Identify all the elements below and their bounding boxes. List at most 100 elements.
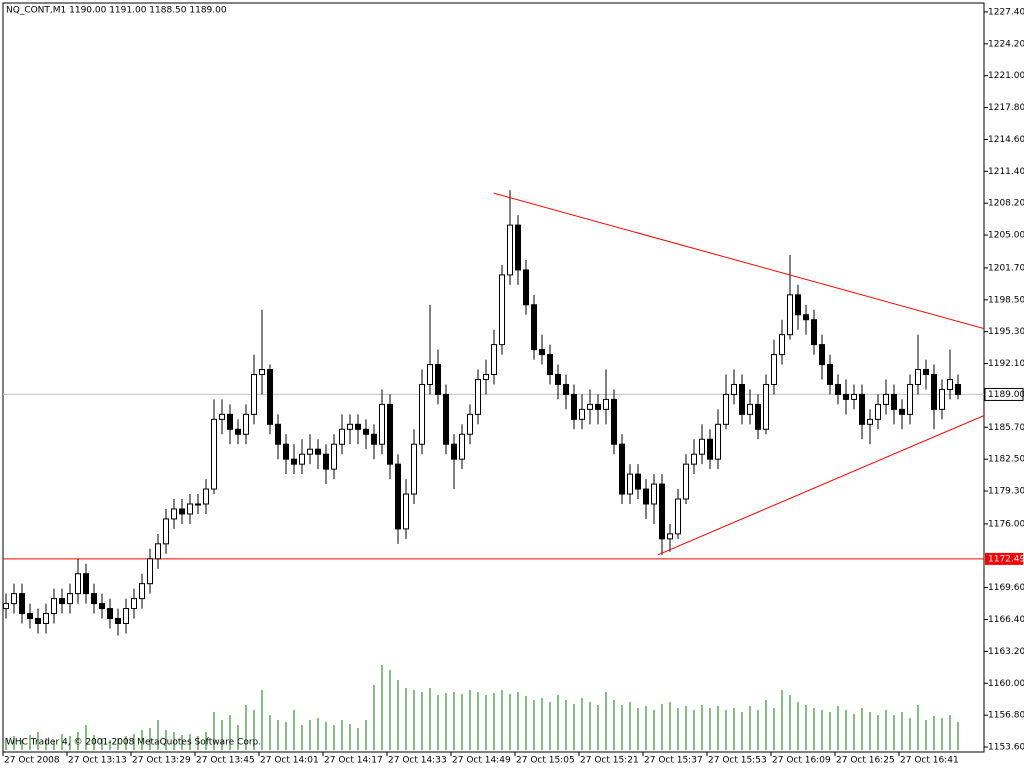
y-tick-label: 1227.40 [988, 7, 1024, 17]
candle-body [475, 378, 481, 415]
candle-body [75, 573, 81, 595]
candle-body [691, 453, 697, 465]
candle-body [483, 374, 489, 380]
candle-body [827, 364, 833, 385]
candle-body [859, 393, 865, 425]
candle-body [419, 383, 425, 445]
candle-body [947, 378, 953, 390]
candle-body [227, 413, 233, 430]
candle-body [403, 493, 409, 530]
candle-body [739, 383, 745, 415]
candle-body [251, 374, 257, 415]
candle-body [715, 423, 721, 460]
candle-body [747, 403, 753, 415]
candle-body [267, 369, 273, 425]
candle-body [611, 398, 617, 445]
candle-body [755, 403, 761, 430]
candle-body [523, 269, 529, 306]
candle-body [699, 438, 705, 455]
trendline [493, 192, 984, 330]
candle-body [819, 344, 825, 366]
support-label-box [985, 552, 1023, 565]
candle-body [891, 393, 897, 410]
candle-body [675, 498, 681, 535]
x-tick-label: 27 Oct 14:49 [452, 756, 511, 766]
trendline [657, 414, 984, 556]
x-tick-label: 27 Oct 15:53 [708, 756, 767, 766]
candle-body [939, 388, 945, 410]
candle-body [515, 224, 521, 271]
candle-body [219, 413, 225, 420]
y-tick-label: 1211.40 [988, 167, 1024, 177]
candle-body [539, 349, 545, 356]
y-tick-label: 1160.00 [988, 679, 1024, 689]
candle-body [387, 403, 393, 465]
candle-body [11, 593, 17, 605]
candle-body [587, 403, 593, 410]
candle-body [59, 598, 65, 605]
candle-body [299, 453, 305, 465]
y-tick-label: 1208.20 [988, 199, 1024, 209]
candle-body [427, 364, 433, 385]
candle-body [731, 383, 737, 395]
candle-body [851, 393, 857, 400]
candle-body [347, 423, 353, 430]
candle-body [67, 593, 73, 605]
candle-body [635, 473, 641, 490]
candle-body [35, 618, 41, 625]
y-tick-label: 1195.30 [988, 327, 1024, 337]
candle-body [115, 618, 121, 625]
support-label: 1172.49 [988, 554, 1024, 564]
candle-body [595, 403, 601, 410]
x-tick-label: 27 Oct 14:33 [388, 756, 447, 766]
candle-body [563, 383, 569, 395]
candle-body [291, 458, 297, 465]
candle-body [707, 438, 713, 460]
x-tick-label: 27 Oct 14:17 [324, 756, 383, 766]
candle-body [875, 403, 881, 420]
x-tick-label: 27 Oct 13:45 [196, 756, 255, 766]
candle-body [795, 294, 801, 316]
y-tick-label: 1163.20 [988, 647, 1024, 657]
candle-body [659, 483, 665, 540]
candle-body [235, 428, 241, 435]
candle-body [915, 369, 921, 385]
candle-body [667, 533, 673, 540]
candle-body [123, 608, 129, 625]
candle-body [179, 508, 185, 515]
y-tick-label: 1221.00 [988, 71, 1024, 81]
candle-body [275, 423, 281, 445]
candle-body [779, 334, 785, 356]
candle-body [379, 403, 385, 445]
candle-body [811, 319, 817, 346]
candle-body [579, 408, 585, 420]
candle-body [883, 393, 889, 405]
candle-body [27, 613, 33, 620]
candle-body [787, 294, 793, 336]
y-tick-label: 1182.50 [988, 455, 1024, 465]
y-tick-label: 1205.00 [988, 231, 1024, 241]
candle-body [203, 488, 209, 505]
candle-body [211, 418, 217, 490]
candle-body [83, 573, 89, 595]
x-tick-label: 27 Oct 2008 [4, 756, 60, 766]
x-tick-label: 27 Oct 13:29 [132, 756, 191, 766]
candle-body [907, 383, 913, 415]
y-tick-label: 1192.10 [988, 359, 1024, 369]
candle-body [147, 558, 153, 585]
footer: WHC Trader 4, © 2001-2008 MetaQuotes Sof… [6, 738, 261, 748]
candle-body [803, 314, 809, 321]
x-tick-label: 27 Oct 15:21 [580, 756, 639, 766]
y-tick-label: 1198.50 [988, 295, 1024, 305]
x-tick-label: 27 Oct 13:13 [68, 756, 127, 766]
candle-body [683, 463, 689, 500]
candle-body [459, 433, 465, 460]
candle-body [187, 503, 193, 515]
candle-body [547, 354, 553, 376]
candle-body [19, 593, 25, 615]
candle-body [955, 383, 961, 395]
y-tick-label: 1185.70 [988, 423, 1024, 433]
candle-body [331, 443, 337, 470]
candle-body [163, 518, 169, 545]
